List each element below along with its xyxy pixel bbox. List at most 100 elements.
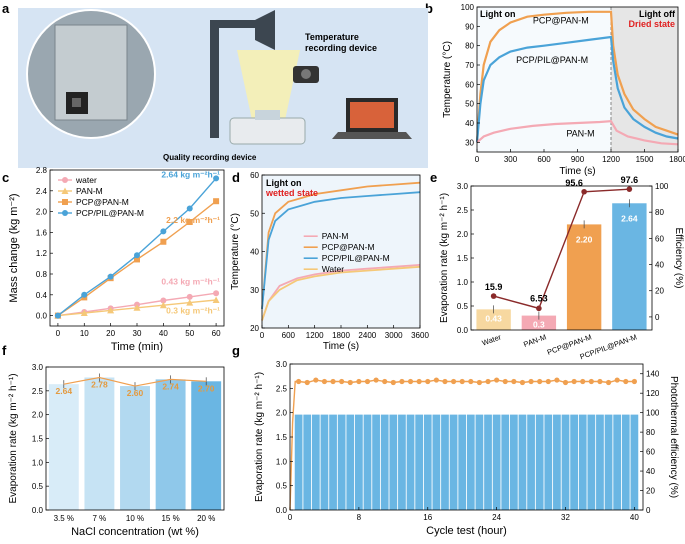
chart-c-ytick-label: 0.0 <box>36 312 48 321</box>
chart-d-line-pcp-pan-m <box>261 181 421 309</box>
chart-e-right-ytick-label: 0 <box>655 313 660 322</box>
chart-f-bar <box>120 386 150 510</box>
chart-f-ytick-label: 0.0 <box>32 506 44 515</box>
chart-c-xtick-label: 20 <box>106 329 115 338</box>
chart-g-bar <box>587 414 596 510</box>
chart-g-bar <box>630 414 639 510</box>
chart-c-pcp-pil-pan-m-marker <box>213 175 220 182</box>
chart-g-bar <box>578 414 587 510</box>
chart-g-bar <box>535 414 544 510</box>
chart-b-xlabel: Time (s) <box>559 166 595 177</box>
chart-g-bar <box>294 414 303 510</box>
chart-c-pcp-pil-pan-m-marker <box>54 312 61 319</box>
chart-e-efficiency-label: 95.6 <box>565 178 583 188</box>
chart-g-bar <box>492 414 501 510</box>
chart-g-right-ytick-label: 60 <box>646 448 655 457</box>
chart-c-legend-marker <box>62 199 68 205</box>
chart-e-efficiency-label: 97.6 <box>621 175 639 185</box>
chart-f-ytick-label: 2.0 <box>32 411 44 420</box>
chart-b-ylabel: Temperature (°C) <box>442 41 453 118</box>
chart-e-ytick-label: 0.5 <box>457 302 469 311</box>
chart-c-xtick-label: 0 <box>56 329 61 338</box>
chart-f-ytick-label: 3.0 <box>32 363 44 372</box>
chart-b-light-off: Light off <box>639 9 676 19</box>
chart-g-efficiency-marker <box>416 378 422 385</box>
chart-d-ytick-label: 60 <box>250 171 259 180</box>
chart-f-value-label: 2.78 <box>91 379 108 389</box>
chart-g-efficiency-marker <box>390 379 396 386</box>
chart-g-xtick-label: 16 <box>423 513 432 522</box>
chart-g-bar <box>415 414 424 510</box>
chart-g-efficiency-marker <box>580 378 586 385</box>
chart-d-ytick-label: 30 <box>250 286 259 295</box>
chart-g-efficiency-marker <box>545 378 551 385</box>
chart-g-bar <box>406 414 415 510</box>
chart-b-xtick-label: 0 <box>475 155 480 164</box>
chart-d-xtick-label: 0 <box>260 331 265 340</box>
chart-g-efficiency-marker <box>476 379 483 386</box>
chart-e-category-label: PAN-M <box>522 332 547 349</box>
chart-g-bar <box>613 414 622 510</box>
chart-c-xtick-label: 50 <box>185 329 194 338</box>
chart-g-right-ytick-label: 20 <box>646 487 655 496</box>
chart-g-right-ytick-label: 40 <box>646 467 655 476</box>
chart-g-xtick-label: 0 <box>288 513 293 522</box>
chart-c-xtick-label: 30 <box>133 329 142 338</box>
chart-e-ytick-label: 1.5 <box>457 254 469 263</box>
chart-g-efficiency-marker <box>399 378 405 385</box>
chart-g-ytick-label: 1.0 <box>276 457 288 466</box>
chart-f-ytick-label: 2.5 <box>32 387 44 396</box>
chart-g-xtick-label: 24 <box>492 513 501 522</box>
chart-f-category-label: 3.5 % <box>54 514 74 523</box>
lamp-stand-icon <box>210 20 219 138</box>
chart-g-bar <box>346 414 355 510</box>
chart-e-right-ytick-label: 100 <box>655 182 669 191</box>
chart-g-y2label: Photothermal efficiency (%) <box>668 376 679 498</box>
chart-f-bar <box>48 384 79 510</box>
chart-g-efficiency-marker <box>373 377 379 383</box>
panel-label-b: b <box>425 1 433 16</box>
chart-e-efficiency-marker <box>581 188 587 195</box>
chart-g-efficiency-marker <box>605 379 612 386</box>
chart-c-legend-label: water <box>75 175 97 185</box>
chart-e-efficiency-marker <box>626 186 633 192</box>
chart-g-bar <box>389 414 398 510</box>
chart-g-efficiency-marker <box>425 378 431 385</box>
chart-c-rate-label: 2.64 kg m⁻²h⁻¹ <box>161 169 220 179</box>
chart-g-bar <box>311 414 320 510</box>
chart-f-value-label: 2.70 <box>198 383 215 393</box>
chart-c-pan-m-marker <box>80 309 88 316</box>
chart-e-right-ytick-label: 60 <box>655 234 664 243</box>
chart-g-bar <box>449 414 458 510</box>
chart-c-pan-m-marker <box>107 306 115 314</box>
chart-c-xlabel: Time (min) <box>111 341 163 353</box>
chart-c-pan-m-marker <box>212 296 220 303</box>
chart-d-xtick-label: 2400 <box>358 331 376 340</box>
chart-e-ytick-label: 0.0 <box>457 326 469 335</box>
chart-e-ytick-label: 3.0 <box>457 182 469 191</box>
chart-g-efficiency-marker <box>623 378 629 385</box>
chart-d-ytick-label: 50 <box>250 209 259 218</box>
chart-g-bar <box>527 414 535 510</box>
chart-g-efficiency-marker <box>442 378 448 385</box>
chart-b-label-pcp: PCP@PAN-M <box>533 15 589 25</box>
chart-e-bar <box>566 224 602 330</box>
chart-b-dried-state: Dried state <box>628 19 675 29</box>
chart-g-ytick-label: 0.5 <box>276 482 288 491</box>
chart-g-bar <box>621 414 630 510</box>
chart-f-category-label: 15 % <box>161 514 179 523</box>
chart-g-bar <box>553 414 561 510</box>
chart-f-bar <box>84 377 115 510</box>
chart-e-right-ytick-label: 20 <box>655 287 664 296</box>
chart-g-efficiency-marker <box>407 378 414 385</box>
panel-label-a: a <box>2 1 10 16</box>
chart-f: 2.64 2.78 2.60 2.74 2.70 0.0 0.5 1.0 1.5 2.0 2.5 3.… <box>8 363 225 538</box>
chart-f-xlabel: NaCl concentration (wt %) <box>71 526 199 538</box>
chart-g-efficiency-marker <box>347 379 353 386</box>
chart-c-legend-marker <box>62 210 68 216</box>
chart-g-ytick-label: 2.5 <box>276 384 288 393</box>
chart-g-bar <box>363 414 372 510</box>
chart-d-wetted: wetted state <box>265 188 318 198</box>
chart-e-value-label: 0.3 <box>533 320 545 330</box>
